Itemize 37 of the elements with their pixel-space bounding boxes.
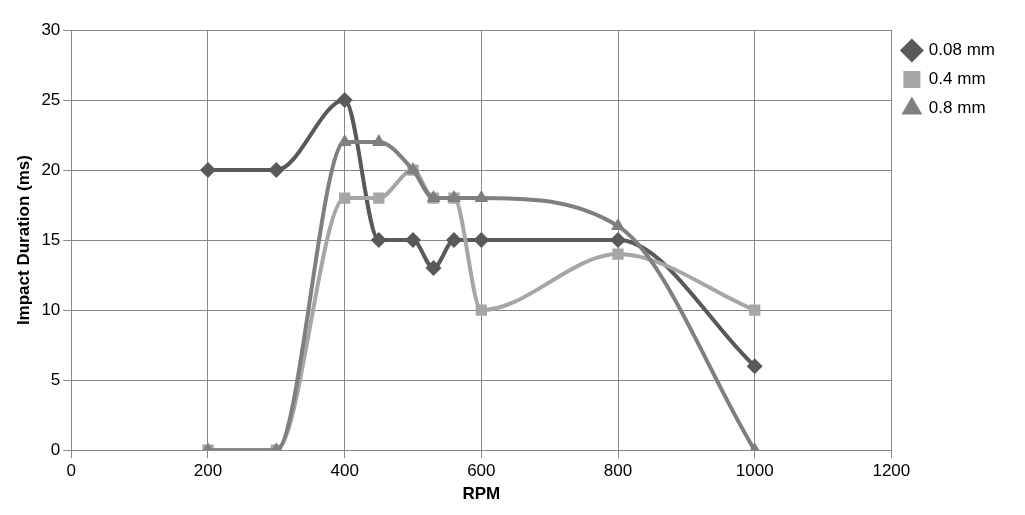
point [612,248,624,260]
point [373,192,385,204]
x-tick-label: 400 [330,461,359,481]
legend-label: 0.08 mm [928,40,996,60]
y-tick-label: 10 [41,299,61,319]
x-tick-label: 600 [467,461,496,481]
x-tick-label: 800 [603,461,633,481]
point [474,190,489,203]
y-tick-label: 5 [50,369,61,389]
x-tick-label: 1200 [872,461,911,481]
legend-label: 0.8 mm [928,98,986,118]
x-axis-title: RPM [462,484,501,504]
point [199,162,216,179]
y-tick-label: 25 [41,89,61,109]
y-tick-label: 0 [50,439,61,459]
point [473,232,490,249]
point [336,92,353,109]
point [425,260,442,277]
point [610,232,627,249]
x-tick-label: 200 [193,461,223,481]
legend-label: 0.4 mm [928,69,986,89]
y-tick-label: 15 [41,229,61,249]
point [611,218,625,231]
y-tick-label: 30 [41,19,61,39]
y-tick-label: 20 [41,159,61,179]
point [339,192,351,204]
x-tick-label: 1000 [735,461,774,481]
point [446,232,462,249]
point [268,162,285,179]
x-tick-label: 0 [66,461,77,481]
point [371,134,386,147]
point [370,232,387,249]
point [405,232,421,249]
y-axis-title: Impact Duration (ms) [13,155,33,326]
point [749,304,761,316]
point [337,134,352,147]
point [475,304,487,316]
